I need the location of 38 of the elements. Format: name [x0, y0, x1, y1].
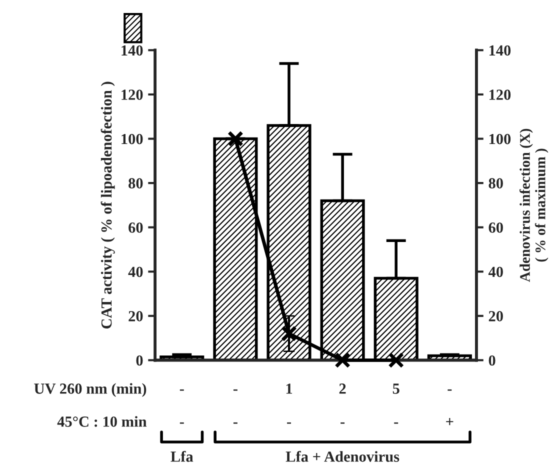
- text: -: [340, 422, 345, 424]
- y-tick-label: 120: [122, 90, 143, 100]
- y2-tick-label: 60: [488, 222, 503, 233]
- y2-tick-label: 120: [489, 90, 511, 100]
- y2-axis-title: Adenovirus infection (X) ( % of maximum ): [519, 128, 548, 282]
- text: 2: [339, 384, 346, 394]
- text: -: [394, 422, 398, 424]
- point: [227, 130, 244, 147]
- y2-tick-label: 80: [488, 178, 503, 188]
- text: +: [446, 418, 454, 426]
- y-tick-label: 140: [122, 45, 143, 56]
- text: -: [180, 422, 184, 424]
- y-tick-label: 100: [122, 134, 143, 144]
- text: Lfa: [170, 450, 194, 462]
- y2-tick-label: 0: [488, 355, 496, 366]
- text: -: [287, 422, 291, 424]
- text: UV 260 nm (min): [34, 383, 146, 397]
- text: 45°C : 10 min: [57, 416, 147, 427]
- text: -: [180, 389, 184, 391]
- point: [281, 326, 297, 342]
- y-tick-label: 20: [128, 311, 143, 322]
- text: 5: [392, 384, 400, 394]
- text: -: [233, 422, 238, 424]
- y-tick-label: 80: [128, 178, 143, 188]
- y2-tick-label: 140: [489, 45, 511, 56]
- y2-tick-label: 20: [488, 311, 503, 322]
- point: [334, 352, 351, 368]
- text: -: [233, 389, 238, 391]
- y-tick-label: 40: [128, 266, 143, 278]
- text: -: [448, 389, 452, 391]
- text: Lfa + Adenovirus: [286, 450, 400, 462]
- y-tick-label: 0: [136, 355, 143, 366]
- y-tick-label: 60: [128, 222, 143, 233]
- text: 1: [286, 384, 292, 394]
- y2-tick-label: 40: [488, 266, 503, 278]
- y2-tick-label: 100: [489, 134, 511, 144]
- y-axis-title: CAT activity ( % of lipoadenofection ): [100, 82, 115, 328]
- point: [388, 352, 404, 368]
